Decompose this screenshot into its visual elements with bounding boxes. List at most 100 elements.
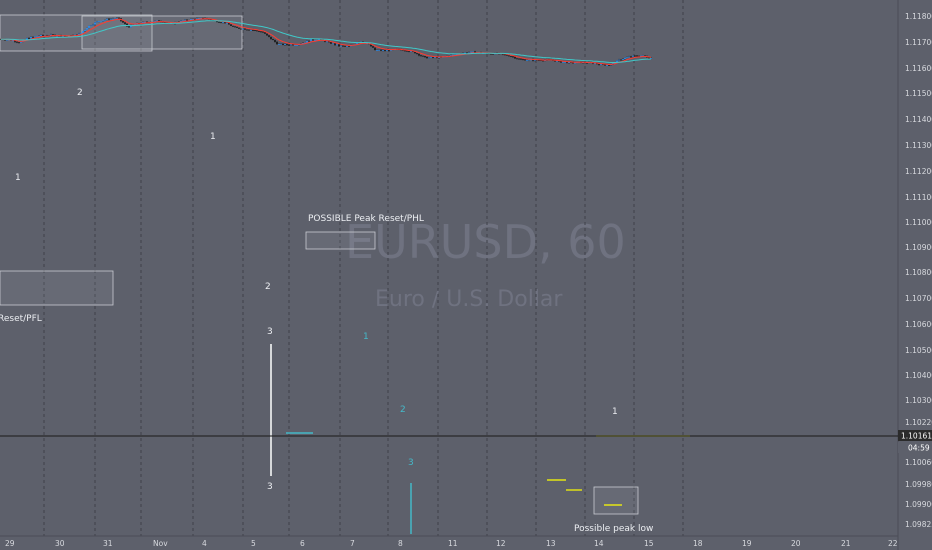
candle-body xyxy=(222,21,224,23)
candle-body xyxy=(164,22,166,24)
candle-body xyxy=(210,19,212,21)
price-tick: 1.11600 xyxy=(905,64,932,73)
watermark: EURUSD, 60 Euro / U.S. Dollar xyxy=(345,215,626,312)
price-tick: 1.10300 xyxy=(905,396,932,405)
time-tick: 6 xyxy=(300,539,305,548)
candle-body xyxy=(278,44,280,45)
watermark-description: Euro / U.S. Dollar xyxy=(375,287,563,312)
time-tick: 22 xyxy=(888,539,898,548)
candle-body xyxy=(402,49,404,51)
candle-body xyxy=(248,29,250,31)
candle-body xyxy=(226,22,228,24)
candle-body xyxy=(102,20,104,22)
candle-body xyxy=(650,58,652,59)
time-tick: 30 xyxy=(55,539,65,548)
candle-body xyxy=(88,25,90,28)
candle-body xyxy=(372,46,374,48)
candle-body xyxy=(432,56,434,58)
candle-body xyxy=(504,54,506,56)
candle-body xyxy=(256,30,258,32)
time-tick: 11 xyxy=(448,539,458,548)
time-tick: 13 xyxy=(546,539,556,548)
candle-body xyxy=(240,28,242,30)
candle-body xyxy=(416,53,418,55)
candle-body xyxy=(404,50,406,52)
candle-body xyxy=(236,27,238,28)
candle-body xyxy=(376,49,378,51)
price-tick: 1.11500 xyxy=(905,89,932,98)
count-label: 2 xyxy=(400,405,406,415)
candle-body xyxy=(80,32,82,34)
candle-body xyxy=(370,43,372,47)
candle-body xyxy=(284,44,286,45)
candle-body xyxy=(30,36,32,39)
candle-body xyxy=(98,21,100,23)
time-tick: 29 xyxy=(5,539,15,548)
candle-body xyxy=(254,30,256,32)
candle-body xyxy=(288,44,290,46)
candle-body xyxy=(36,36,38,38)
candle-body xyxy=(342,45,344,47)
candle-body xyxy=(122,20,124,23)
candle-body xyxy=(438,56,440,59)
candle-body xyxy=(128,26,130,28)
candle-body xyxy=(198,18,200,19)
candle-body xyxy=(52,34,54,36)
count-label: 1 xyxy=(15,173,21,183)
candle-body xyxy=(424,56,426,57)
time-axis[interactable]: 29 30 31 Nov 4 5 6 7 8 11 12 13 14 15 18 19 20 21 22 xyxy=(5,539,898,548)
candle-body xyxy=(624,57,626,60)
zone-boxes xyxy=(0,14,639,515)
zone-box xyxy=(593,486,639,515)
candle-body xyxy=(186,19,188,21)
candle-body xyxy=(430,56,432,58)
countdown-value: 04:59 xyxy=(908,444,930,453)
count-label: 1 xyxy=(363,332,369,342)
candle-body xyxy=(336,44,338,46)
candle-body xyxy=(66,36,68,37)
price-tick: 1.10220 xyxy=(905,418,932,427)
candle-body xyxy=(612,62,614,65)
candle-body xyxy=(130,25,132,28)
candle-body xyxy=(410,51,412,52)
candle-body xyxy=(16,41,18,43)
candle-body xyxy=(426,56,428,59)
candle-body xyxy=(26,38,28,40)
candle-body xyxy=(518,58,520,60)
candle-body xyxy=(346,45,348,47)
candle-body xyxy=(564,61,566,63)
candle-body xyxy=(246,29,248,31)
candle-body xyxy=(84,29,86,32)
candle-body xyxy=(412,51,414,52)
candle-body xyxy=(314,39,316,41)
candle-body xyxy=(386,50,388,51)
candle-body xyxy=(522,59,524,61)
candle-body xyxy=(514,56,516,59)
watermark-symbol: EURUSD, 60 xyxy=(345,215,626,269)
candle-body xyxy=(280,43,282,45)
candle-body xyxy=(112,18,114,20)
candle-body xyxy=(228,22,230,25)
count-label: 3 xyxy=(267,482,273,492)
candle-body xyxy=(78,33,80,36)
candle-body xyxy=(492,53,494,55)
candle-body xyxy=(348,45,350,47)
candle-body xyxy=(234,26,236,28)
candle-body xyxy=(20,41,22,43)
candle-body xyxy=(328,41,330,43)
current-price-marker: 1.10161 04:59 xyxy=(0,430,932,453)
candle-body xyxy=(374,47,376,51)
candle-body xyxy=(310,39,312,42)
candle-body xyxy=(436,57,438,59)
current-price-badge xyxy=(898,430,932,441)
price-axis[interactable]: 1.11800 1.11700 1.11600 1.11500 1.11400 1.113… xyxy=(905,12,932,529)
candle-body xyxy=(156,20,158,22)
candle-body xyxy=(6,39,8,41)
candle-body xyxy=(634,55,636,57)
ema-fast-line xyxy=(0,18,652,66)
price-tick: 1.11700 xyxy=(905,38,932,47)
candle-body xyxy=(202,17,204,19)
candle-body xyxy=(388,50,390,51)
